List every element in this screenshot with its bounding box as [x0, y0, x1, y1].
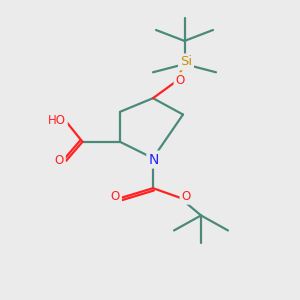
Text: HO: HO: [48, 114, 66, 127]
Text: O: O: [55, 154, 64, 167]
Text: N: N: [148, 152, 159, 167]
Text: O: O: [176, 74, 184, 87]
Text: Si: Si: [180, 56, 192, 68]
Text: O: O: [182, 190, 190, 203]
Text: O: O: [111, 190, 120, 203]
